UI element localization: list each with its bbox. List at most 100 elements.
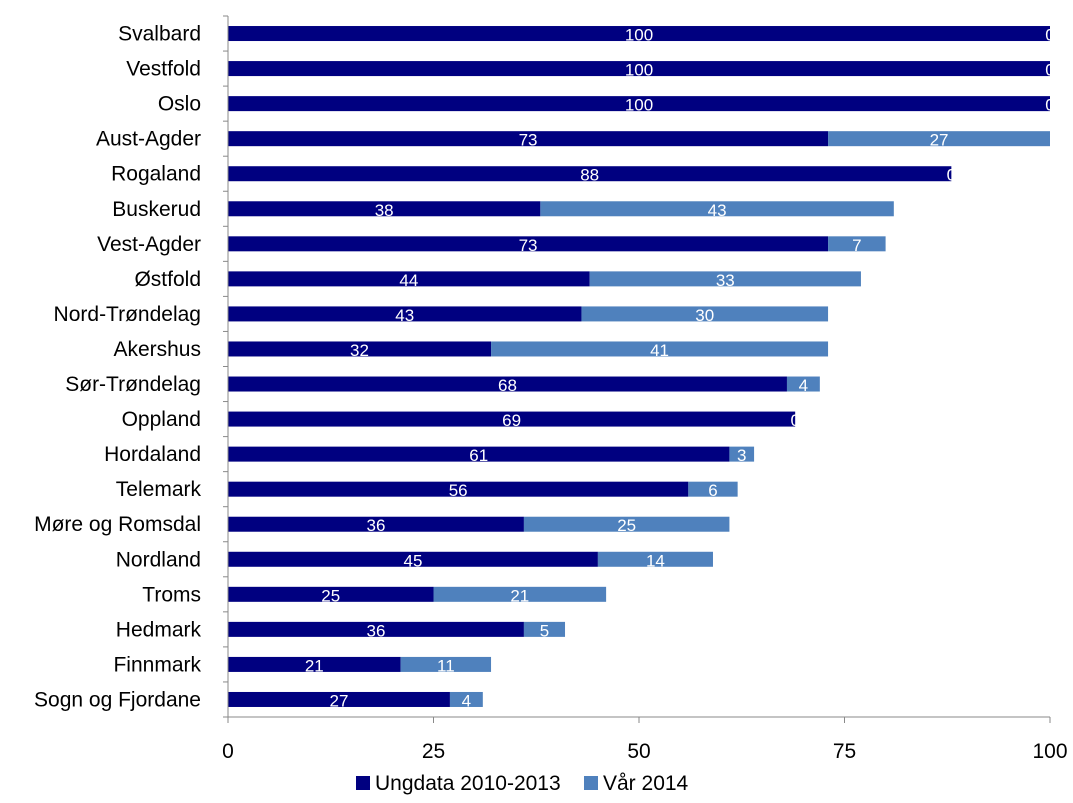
data-label: 6 (708, 481, 717, 500)
category-label: Telemark (116, 478, 202, 501)
data-label: 30 (695, 306, 714, 325)
data-label: 61 (469, 446, 488, 465)
bar-ungdata (228, 481, 689, 497)
category-label: Sogn og Fjordane (34, 688, 201, 711)
data-label: 43 (708, 201, 727, 220)
data-label: 25 (321, 586, 340, 605)
category-label: Oppland (122, 408, 201, 431)
bar-ungdata (228, 411, 796, 427)
bar-var2014 (597, 551, 713, 567)
data-label: 0 (1045, 96, 1054, 115)
bar-ungdata (228, 621, 524, 637)
data-label: 21 (305, 656, 324, 675)
bar-ungdata (228, 306, 582, 322)
data-label: 41 (650, 341, 669, 360)
data-label: 100 (625, 96, 653, 115)
category-label: Oslo (158, 93, 201, 116)
data-label: 43 (395, 306, 414, 325)
category-label: Finnmark (113, 653, 201, 676)
category-label: Svalbard (118, 23, 201, 46)
legend-swatch (356, 776, 370, 790)
data-label: 36 (366, 621, 385, 640)
data-label: 88 (580, 166, 599, 185)
data-label: 100 (625, 26, 653, 45)
bar-ungdata (228, 551, 598, 567)
category-label: Møre og Romsdal (34, 513, 201, 536)
bar-ungdata (228, 201, 541, 217)
category-label: Buskerud (112, 198, 201, 221)
category-label: Vestfold (126, 58, 201, 81)
bar-ungdata (228, 61, 1050, 77)
category-label: Nord-Trøndelag (54, 303, 201, 326)
data-label: 36 (366, 516, 385, 535)
bar-ungdata (228, 96, 1050, 112)
bar-var2014 (729, 446, 755, 462)
bar-var2014 (449, 691, 483, 707)
data-label: 11 (437, 656, 455, 675)
data-label: 4 (799, 376, 808, 395)
bar-var2014 (433, 586, 607, 602)
category-label: Vest-Agder (97, 233, 201, 256)
bar-var2014 (786, 376, 820, 392)
x-tick-label: 100 (1032, 740, 1067, 763)
bar-ungdata (228, 341, 492, 357)
data-label: 68 (498, 376, 517, 395)
bar-ungdata (228, 376, 787, 392)
data-label: 44 (399, 271, 418, 290)
data-label: 5 (540, 621, 549, 640)
bar-var2014 (523, 516, 730, 532)
category-label: Hedmark (116, 618, 202, 641)
bar-ungdata (228, 656, 401, 672)
category-label: Rogaland (111, 163, 201, 186)
bar-ungdata (228, 691, 450, 707)
bar-ungdata (228, 236, 829, 252)
data-label: 3 (737, 446, 746, 465)
legend-label: Vår 2014 (603, 772, 689, 795)
data-label: 21 (510, 586, 529, 605)
category-label: Nordland (116, 548, 201, 571)
data-label: 100 (625, 61, 653, 80)
bar-var2014 (400, 656, 492, 672)
legend-label: Ungdata 2010-2013 (375, 772, 561, 795)
bar-var2014 (491, 341, 829, 357)
bar-var2014 (589, 271, 861, 287)
bar-var2014 (581, 306, 829, 322)
data-label: 73 (519, 236, 538, 255)
category-label: Østfold (134, 268, 201, 291)
category-label: Troms (142, 583, 201, 606)
data-label: 4 (462, 691, 471, 710)
data-label: 0 (947, 166, 956, 185)
data-label: 69 (502, 411, 521, 430)
data-label: 14 (646, 551, 665, 570)
data-label: 7 (852, 236, 861, 255)
x-tick-label: 25 (422, 740, 445, 763)
bar-var2014 (828, 236, 886, 252)
x-tick-label: 75 (833, 740, 856, 763)
category-label: Hordaland (104, 443, 201, 466)
x-tick-label: 50 (627, 740, 650, 763)
data-label: 33 (716, 271, 735, 290)
data-label: 27 (330, 691, 349, 710)
bar-ungdata (228, 586, 434, 602)
data-label: 45 (403, 551, 422, 570)
bar-ungdata (228, 271, 590, 287)
legend: Ungdata 2010-2013 Vår 2014 (356, 772, 689, 795)
x-tick-label: 0 (222, 740, 234, 763)
data-label: 25 (617, 516, 636, 535)
data-label: 27 (930, 131, 949, 150)
axes-group: Svalbard Vestfold Oslo Aust-Agder Rogaland Bu… (34, 15, 1068, 763)
bar-ungdata (228, 446, 730, 462)
bar-var2014 (523, 621, 566, 637)
bar-var2014 (540, 201, 894, 217)
data-label: 0 (1045, 61, 1054, 80)
data-label: 56 (449, 481, 468, 500)
category-label: Akershus (113, 338, 201, 361)
data-label: 32 (350, 341, 369, 360)
bar-var2014 (688, 481, 738, 497)
data-label: 0 (1045, 26, 1054, 45)
bar-ungdata (228, 516, 524, 532)
bar-var2014 (828, 131, 1050, 147)
bar-ungdata (228, 166, 952, 182)
